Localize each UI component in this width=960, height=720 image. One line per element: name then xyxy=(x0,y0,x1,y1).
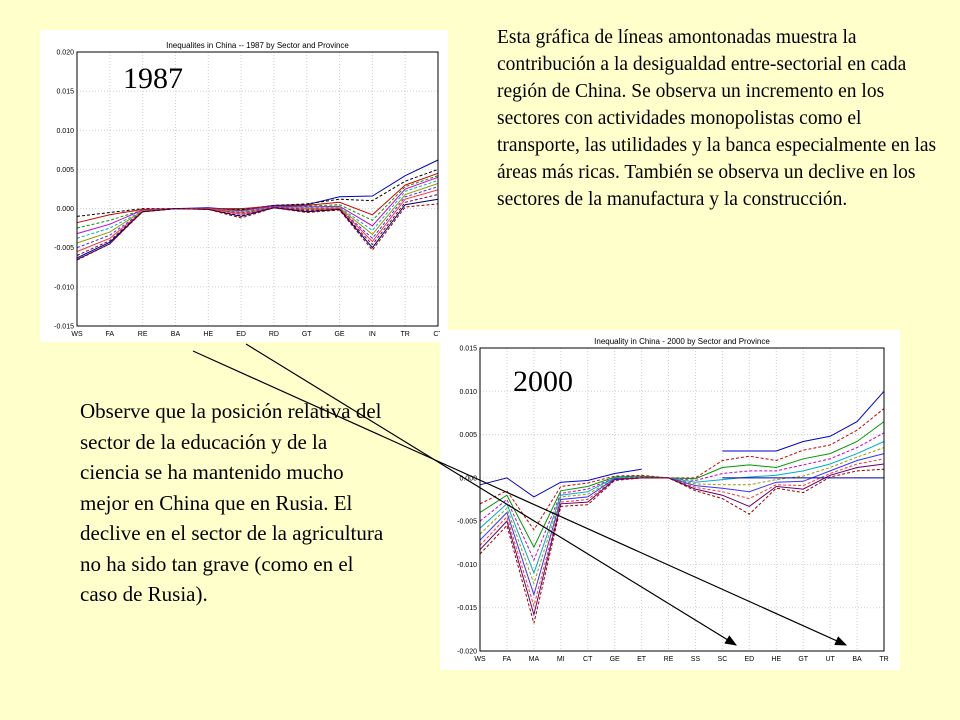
y-tick-label: 0.010 xyxy=(459,389,477,396)
y-tick-label: 0.000 xyxy=(459,475,477,482)
year-label-2000: 2000 xyxy=(513,365,573,398)
plot-area xyxy=(76,51,439,327)
x-tick-label: FA xyxy=(106,331,115,338)
y-tick-label: -0.005 xyxy=(54,245,74,252)
x-tick-label: WS xyxy=(474,656,486,663)
series-line xyxy=(76,172,439,224)
y-tick-label: 0.005 xyxy=(56,167,74,174)
year-label-1987: 1987 xyxy=(123,62,183,95)
x-tick-label: ET xyxy=(637,656,647,663)
y-tick-label: -0.015 xyxy=(54,324,74,331)
x-tick-label: SC xyxy=(718,656,728,663)
y-tick-label: 0.020 xyxy=(56,50,74,57)
x-tick-label: TR xyxy=(879,656,888,663)
x-tick-label: CT xyxy=(433,331,443,338)
y-tick-label: 0.015 xyxy=(56,89,74,96)
observation-paragraph: Observe que la posición relativa del sec… xyxy=(80,399,384,606)
x-tick-label: GE xyxy=(610,656,620,663)
y-tick-label: 0.005 xyxy=(459,432,477,439)
y-tick-label: -0.015 xyxy=(457,605,477,612)
x-tick-label: BA xyxy=(171,331,181,338)
x-tick-label: ED xyxy=(744,656,754,663)
y-tick-label: -0.010 xyxy=(457,562,477,569)
x-tick-label: FA xyxy=(503,656,512,663)
series-line xyxy=(76,175,439,229)
x-tick-label: WS xyxy=(71,331,83,338)
x-tick-label: GT xyxy=(302,331,312,338)
chart-1987-panel: Inequalites in China -- 1987 by Sector a… xyxy=(40,30,448,342)
series-line xyxy=(76,186,439,249)
x-tick-label: IN xyxy=(369,331,376,338)
x-tick-label: MI xyxy=(557,656,565,663)
chart-title: Inequality in China - 2000 by Sector and… xyxy=(594,337,770,346)
y-tick-label: 0.000 xyxy=(56,206,74,213)
series-line xyxy=(76,176,439,235)
plot-area xyxy=(76,51,439,327)
chart-2000-panel: Inequality in China - 2000 by Sector and… xyxy=(440,330,900,670)
y-tick-label: 0.015 xyxy=(459,346,477,353)
x-tick-label: BA xyxy=(852,656,862,663)
description-paragraph: Esta gráfica de líneas amontonadas muest… xyxy=(497,27,937,210)
x-tick-label: CT xyxy=(583,656,593,663)
x-tick-label: HE xyxy=(203,331,213,338)
chart-title: Inequalites in China -- 1987 by Sector a… xyxy=(166,41,349,50)
x-tick-label: MA xyxy=(529,656,540,663)
x-tick-label: GT xyxy=(798,656,808,663)
x-tick-label: GE xyxy=(334,331,344,338)
x-tick-label: ED xyxy=(236,331,246,338)
y-tick-label: -0.005 xyxy=(457,519,477,526)
x-tick-label: TR xyxy=(401,331,410,338)
x-tick-label: SS xyxy=(691,656,701,663)
y-tick-label: -0.020 xyxy=(457,649,477,656)
y-tick-label: 0.010 xyxy=(56,128,74,135)
x-tick-label: RE xyxy=(138,331,148,338)
x-tick-label: RE xyxy=(664,656,674,663)
chart-1987: Inequalites in China -- 1987 by Sector a… xyxy=(54,41,443,338)
x-tick-label: RD xyxy=(269,331,279,338)
x-tick-label: UT xyxy=(825,656,835,663)
x-tick-label: HE xyxy=(771,656,781,663)
y-tick-label: -0.010 xyxy=(54,284,74,291)
chart-2000: Inequality in China - 2000 by Sector and… xyxy=(457,337,889,663)
